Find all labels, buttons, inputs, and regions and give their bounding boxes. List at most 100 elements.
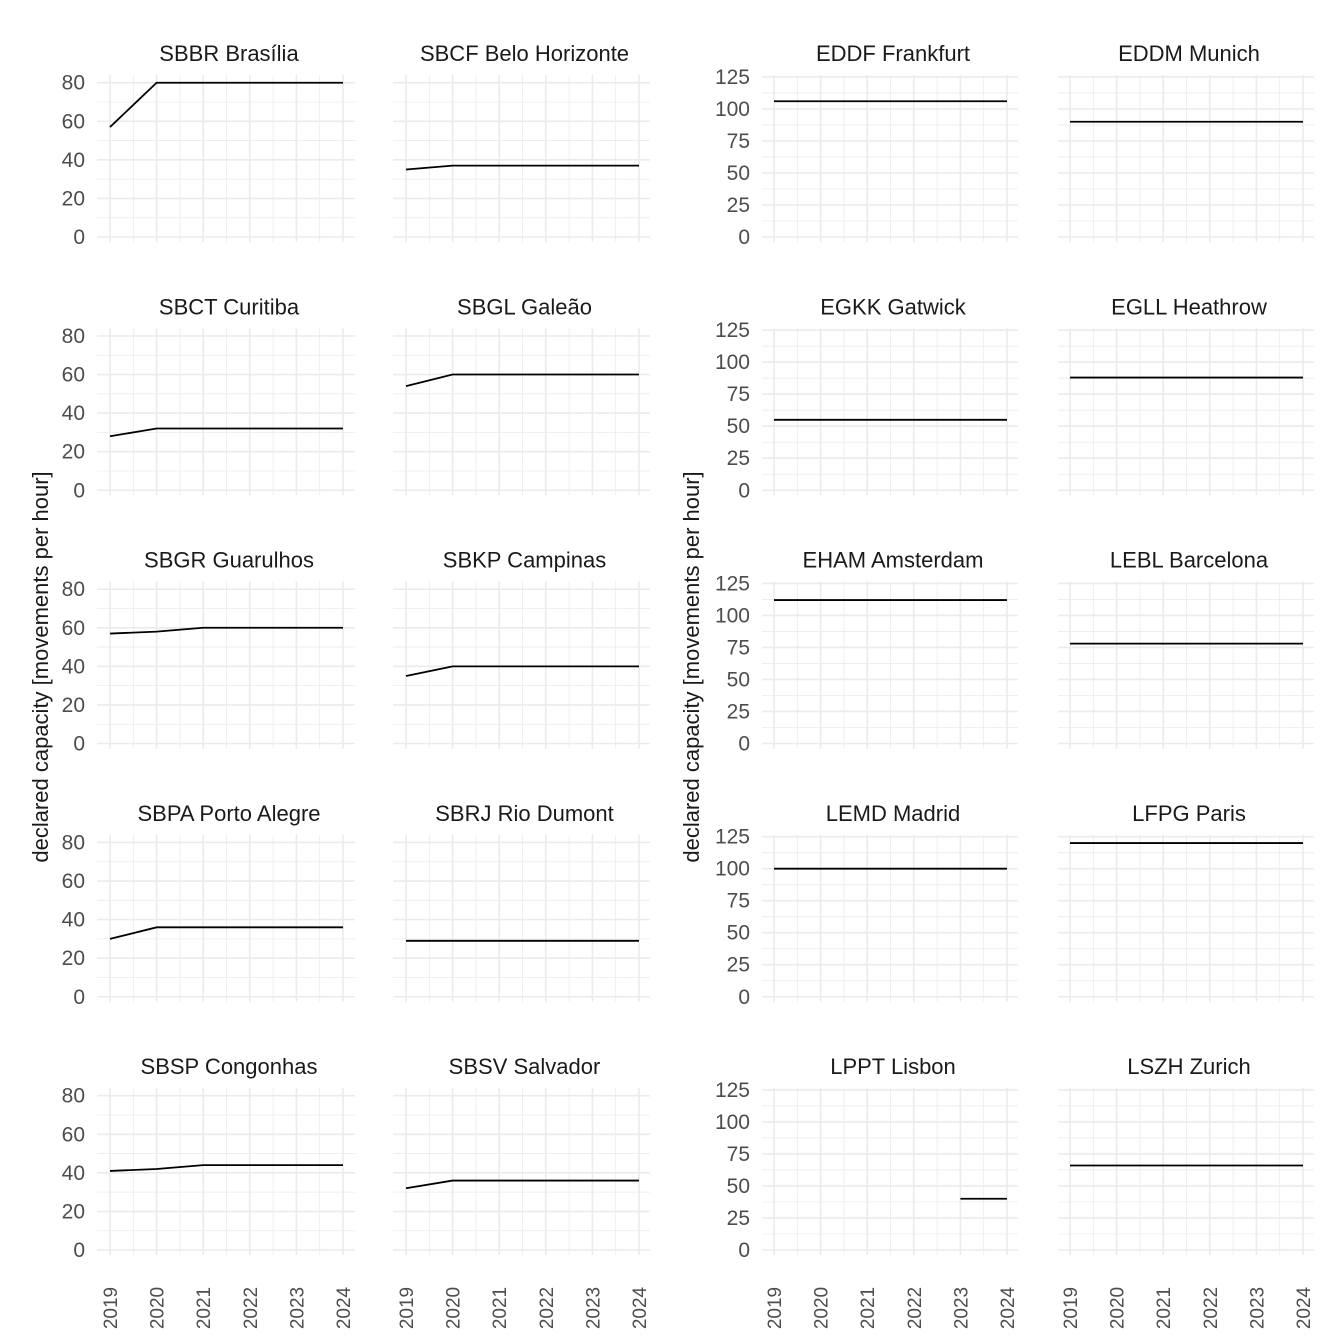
y-tick-label: 80 (62, 578, 85, 601)
facet-title: SBGR Guarulhos (144, 548, 314, 573)
facet-panel: EGLL Heathrow (1058, 294, 1314, 496)
y-axis-title: declared capacity [movements per hour] (679, 471, 704, 862)
facet-panel: 0 25 50 75 100 125 EDDF Frankfurt (715, 41, 1018, 249)
x-tick-label: 2024 (998, 1286, 1019, 1329)
y-tick-label: 125 (715, 572, 750, 595)
y-tick-label: 0 (73, 226, 85, 249)
facet-panel: SBGL Galeão (393, 294, 650, 496)
series-line (109, 427, 343, 438)
y-tick-label: 20 (62, 441, 85, 464)
facet-title: EHAM Amsterdam (803, 548, 984, 573)
x-tick-label: 2020 (1108, 1287, 1129, 1329)
series-line (109, 1164, 343, 1172)
series-line (405, 665, 639, 677)
x-tick-label: 2023 (951, 1287, 972, 1329)
y-tick-label: 50 (727, 668, 750, 691)
facet-title: SBGL Galeão (457, 294, 592, 319)
y-tick-label: 80 (62, 831, 85, 854)
y-tick-label: 100 (715, 604, 750, 627)
facet-panel: 0 20 40 60 80 2019 2020 2021 2022 2023 2024 SBSP Co… (62, 1054, 355, 1329)
y-tick-label: 125 (715, 319, 750, 342)
y-tick-label: 50 (727, 922, 750, 945)
facet-title: SBBR Brasília (159, 41, 299, 66)
y-tick-label: 40 (62, 402, 85, 425)
x-tick-label: 2023 (287, 1287, 308, 1329)
y-tick-label: 0 (738, 1239, 750, 1262)
y-tick-label: 60 (62, 617, 85, 640)
y-tick-label: 25 (727, 954, 750, 977)
y-tick-label: 0 (738, 986, 750, 1009)
y-tick-label: 0 (73, 986, 85, 1009)
facet-panel: 0 25 50 75 100 125 EHAM Amsterdam (715, 548, 1018, 756)
x-tick-label: 2023 (583, 1287, 604, 1329)
series-line (405, 373, 639, 387)
y-tick-label: 125 (715, 66, 750, 89)
y-tick-label: 100 (715, 351, 750, 374)
y-tick-label: 100 (715, 1111, 750, 1134)
y-tick-label: 60 (62, 1123, 85, 1146)
x-tick-label: 2020 (148, 1287, 169, 1329)
y-tick-label: 60 (62, 110, 85, 133)
y-tick-label: 25 (727, 447, 750, 470)
facet-panel: 2019 2020 2021 2022 2023 2024 SBSV Salvador (393, 1054, 651, 1329)
facet-title: EDDF Frankfurt (816, 41, 970, 66)
facet-panel: 0 25 50 75 100 125 2019 2020 2021 2022 2023 2024 LPP… (715, 1054, 1019, 1329)
series-line (109, 626, 343, 635)
y-tick-label: 20 (62, 694, 85, 717)
x-tick-label: 2019 (1061, 1287, 1082, 1329)
y-tick-label: 125 (715, 1079, 750, 1102)
facet-title: EDDM Munich (1118, 41, 1260, 66)
facet-panel: 0 20 40 60 80 SBGR Guarulhos (62, 548, 355, 756)
y-tick-label: 75 (727, 1143, 750, 1166)
x-tick-label: 2019 (765, 1287, 786, 1329)
facet-title: SBKP Campinas (443, 548, 606, 573)
y-tick-label: 100 (715, 858, 750, 881)
facet-title: SBCT Curitiba (159, 294, 300, 319)
facet-title: LSZH Zurich (1127, 1054, 1250, 1079)
x-tick-label: 2022 (241, 1287, 262, 1329)
y-tick-label: 40 (62, 1162, 85, 1185)
y-tick-label: 40 (62, 149, 85, 172)
y-tick-label: 20 (62, 187, 85, 210)
y-tick-label: 100 (715, 98, 750, 121)
facet-title: LEMD Madrid (826, 801, 960, 826)
facet-title: LEBL Barcelona (1110, 548, 1269, 573)
facet-title: SBRJ Rio Dumont (435, 801, 614, 826)
y-tick-label: 75 (727, 383, 750, 406)
y-tick-label: 20 (62, 947, 85, 970)
y-tick-label: 20 (62, 1200, 85, 1223)
x-tick-label: 2021 (490, 1287, 511, 1329)
y-tick-label: 0 (738, 479, 750, 502)
facet-panel: EDDM Munich (1058, 41, 1314, 242)
y-tick-label: 75 (727, 890, 750, 913)
y-tick-label: 75 (727, 636, 750, 659)
facet-title: SBSP Congonhas (141, 1054, 318, 1079)
facet-title: SBCF Belo Horizonte (420, 41, 629, 66)
x-tick-label: 2024 (630, 1286, 651, 1329)
y-tick-label: 125 (715, 826, 750, 849)
y-tick-label: 50 (727, 162, 750, 185)
y-tick-label: 80 (62, 1085, 85, 1108)
series-line (405, 1179, 639, 1190)
y-tick-label: 60 (62, 870, 85, 893)
facet-title: SBSV Salvador (449, 1054, 601, 1079)
x-tick-label: 2021 (1154, 1287, 1175, 1329)
x-tick-label: 2020 (444, 1287, 465, 1329)
facet-panel: SBRJ Rio Dumont (393, 801, 650, 1002)
facet-title: EGKK Gatwick (820, 294, 966, 319)
series-line (109, 926, 343, 940)
y-tick-label: 25 (727, 1207, 750, 1230)
facet-panel: 0 20 40 60 80 SBPA Porto Alegre (62, 801, 355, 1009)
series-line (405, 164, 639, 171)
x-tick-label: 2024 (334, 1286, 355, 1329)
y-tick-label: 0 (73, 1239, 85, 1262)
y-tick-label: 25 (727, 700, 750, 723)
y-tick-label: 0 (738, 733, 750, 756)
y-tick-label: 0 (73, 479, 85, 502)
facet-panel: 0 25 50 75 100 125 LEMD Madrid (715, 801, 1018, 1009)
y-tick-label: 50 (727, 415, 750, 438)
facet-panel: 0 25 50 75 100 125 EGKK Gatwick (715, 294, 1018, 502)
y-tick-label: 50 (727, 1175, 750, 1198)
